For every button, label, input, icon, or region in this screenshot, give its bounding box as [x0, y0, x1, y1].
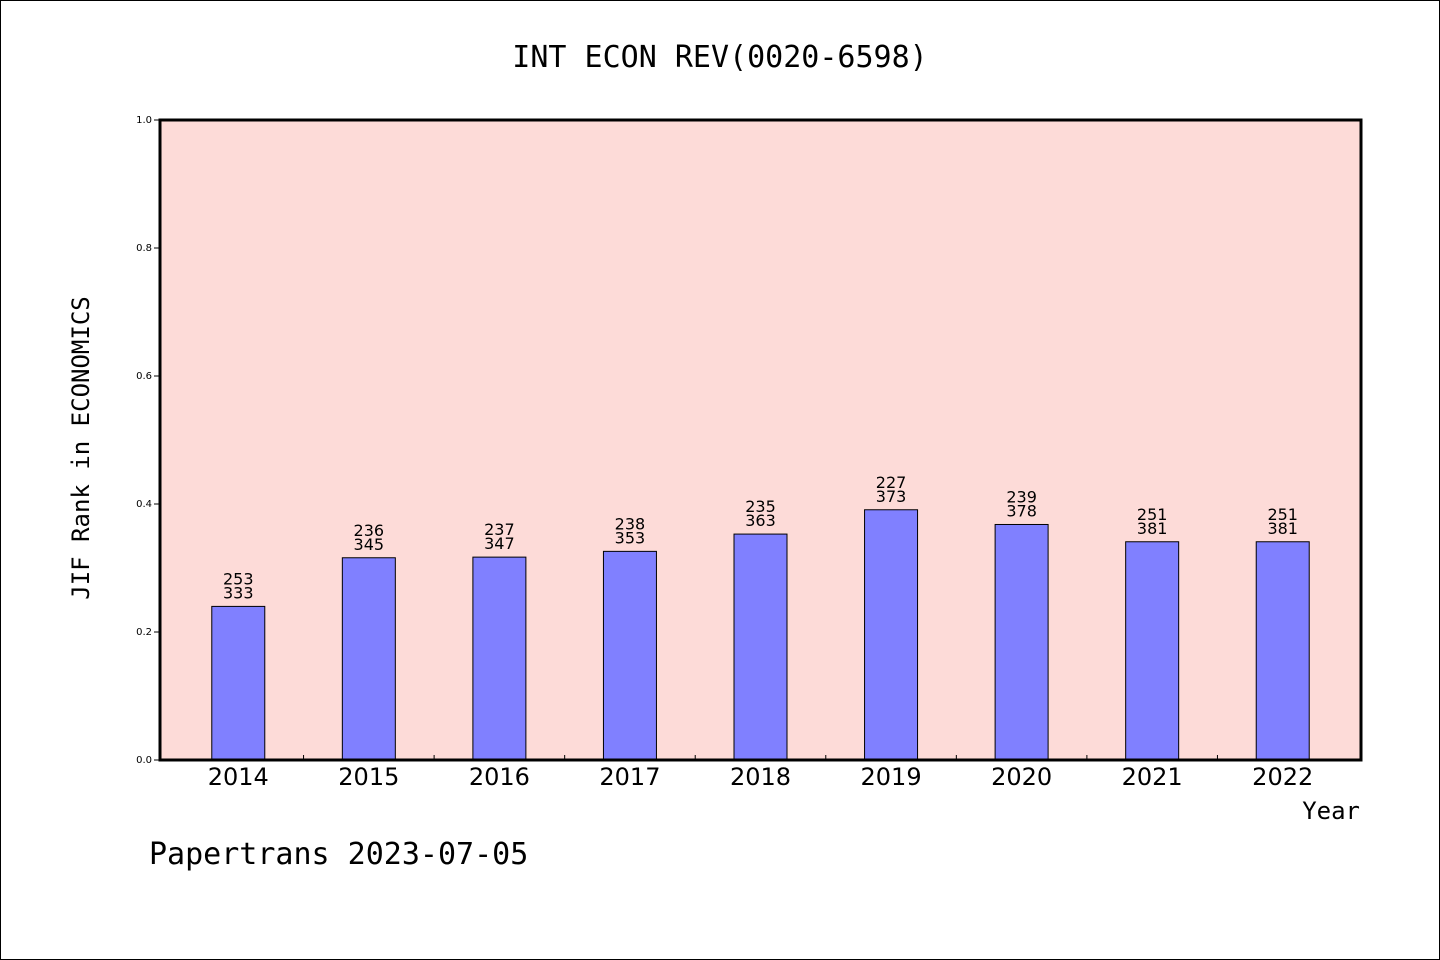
y-axis-label: JIF Rank in ECONOMICS — [67, 296, 95, 599]
x-tick-label: 2016 — [469, 763, 530, 791]
x-axis-label: Year — [1302, 797, 1360, 825]
bar-rank-label: 227 — [876, 473, 907, 492]
y-tick-label: 0.0 — [136, 755, 152, 766]
bar-total-label: 381 — [1267, 519, 1298, 538]
bar-rank-label: 253 — [223, 569, 254, 588]
bar-2019 — [864, 509, 919, 761]
bar-rank-label: 251 — [1137, 505, 1168, 524]
y-tick-label: 0.6 — [136, 371, 152, 382]
bar-total-label: 378 — [1006, 501, 1037, 520]
bar-2022 — [1255, 541, 1310, 761]
x-tick-label: 2018 — [730, 763, 791, 791]
x-tick-label: 2022 — [1252, 763, 1313, 791]
x-tick-label: 2020 — [991, 763, 1052, 791]
bar-2020 — [994, 523, 1049, 761]
bar-total-label: 381 — [1137, 519, 1168, 538]
x-tick-label: 2017 — [599, 763, 660, 791]
bar-rank-label: 238 — [615, 514, 646, 533]
bar-2015 — [341, 557, 396, 761]
bar-total-label: 363 — [745, 511, 776, 530]
bar-rank-label: 235 — [745, 497, 776, 516]
bars — [211, 509, 1310, 761]
bar-rank-label: 251 — [1267, 505, 1298, 524]
plot-border — [158, 118, 1363, 762]
y-tick-label: 0.4 — [136, 499, 152, 510]
x-tick-label: 2014 — [208, 763, 269, 791]
bar-total-label: 345 — [354, 535, 385, 554]
bar-2016 — [472, 556, 527, 761]
bar-2021 — [1125, 541, 1180, 761]
footer-text: Papertrans 2023-07-05 — [149, 837, 528, 872]
bar-rank-label: 239 — [1006, 487, 1037, 506]
bar-total-label: 347 — [484, 534, 515, 553]
bar-rank-label: 237 — [484, 520, 515, 539]
bar-total-label: 373 — [876, 487, 907, 506]
y-tick-label: 1.0 — [136, 115, 152, 126]
bar-rank-label: 236 — [354, 521, 385, 540]
chart-title: INT ECON REV(0020-6598) — [512, 40, 927, 75]
bar-2017 — [602, 550, 657, 761]
bar-total-label: 353 — [615, 528, 646, 547]
x-tick-label: 2019 — [861, 763, 922, 791]
x-tick-label: 2015 — [338, 763, 399, 791]
bar-total-label: 333 — [223, 583, 254, 602]
y-tick-label: 0.2 — [136, 627, 152, 638]
bar-2018 — [733, 533, 788, 761]
y-tick-label: 0.8 — [136, 243, 152, 254]
x-tick-label: 2021 — [1122, 763, 1183, 791]
bar-2014 — [211, 605, 266, 761]
